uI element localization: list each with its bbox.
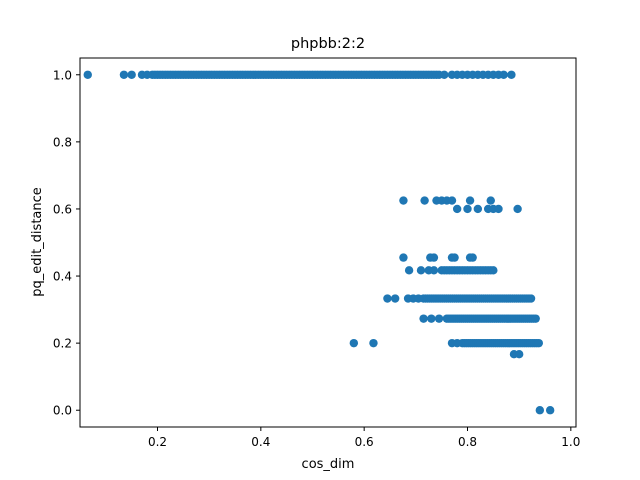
data-point <box>414 294 423 303</box>
data-point <box>486 196 495 205</box>
data-point <box>531 314 540 323</box>
data-point <box>463 204 472 214</box>
data-point <box>127 70 136 79</box>
x-axis-label: cos_dim <box>302 457 355 472</box>
data-point <box>465 196 475 205</box>
data-point <box>399 253 408 262</box>
x-tick-label: 0.8 <box>458 435 477 449</box>
y-tick-label: 1.0 <box>53 68 72 82</box>
y-axis-ticks: 0.0 0.2 0.4 0.6 0.8 1.0 <box>53 68 80 418</box>
data-point <box>450 253 459 262</box>
y-tick-label: 0.4 <box>53 270 72 284</box>
data-point <box>514 350 524 359</box>
data-point <box>468 253 477 262</box>
data-point <box>452 338 462 348</box>
y-tick-label: 0.8 <box>53 135 72 149</box>
x-tick-label: 1.0 <box>561 435 580 449</box>
chart-title: phpbb:2:2 <box>291 36 365 52</box>
data-point <box>447 196 457 205</box>
data-point <box>489 266 498 275</box>
data-point <box>429 266 439 275</box>
data-point <box>390 294 400 303</box>
data-point <box>434 314 444 323</box>
data-point <box>399 196 408 205</box>
data-point <box>526 294 536 303</box>
y-tick-label: 0.6 <box>53 202 72 216</box>
data-point <box>142 70 152 79</box>
data-point <box>404 266 414 275</box>
data-point <box>494 204 503 214</box>
y-tick-label: 0.0 <box>53 404 72 418</box>
data-point <box>427 314 436 323</box>
data-point <box>383 294 392 303</box>
plot-frame <box>79 57 577 428</box>
x-tick-label: 0.2 <box>148 435 167 449</box>
data-point <box>349 338 359 348</box>
data-point <box>83 70 92 79</box>
data-point <box>119 70 129 79</box>
data-points <box>83 70 555 415</box>
data-point <box>419 314 428 323</box>
data-point <box>507 70 516 79</box>
data-point <box>452 204 462 214</box>
data-point <box>513 204 522 214</box>
y-axis-label: pq_edit_distance <box>30 187 45 297</box>
data-point <box>429 253 439 262</box>
x-axis-ticks: 0.2 0.4 0.6 0.8 1.0 <box>148 427 580 449</box>
data-point <box>545 406 555 415</box>
x-tick-label: 0.4 <box>251 435 270 449</box>
x-tick-label: 0.6 <box>355 435 374 449</box>
data-point <box>416 266 426 275</box>
data-point <box>369 338 378 348</box>
data-point <box>440 70 449 79</box>
data-point <box>420 196 429 205</box>
data-point <box>473 204 483 214</box>
data-point <box>499 70 508 79</box>
data-point <box>535 406 545 415</box>
data-point <box>534 338 543 348</box>
y-tick-label: 0.2 <box>53 337 72 351</box>
